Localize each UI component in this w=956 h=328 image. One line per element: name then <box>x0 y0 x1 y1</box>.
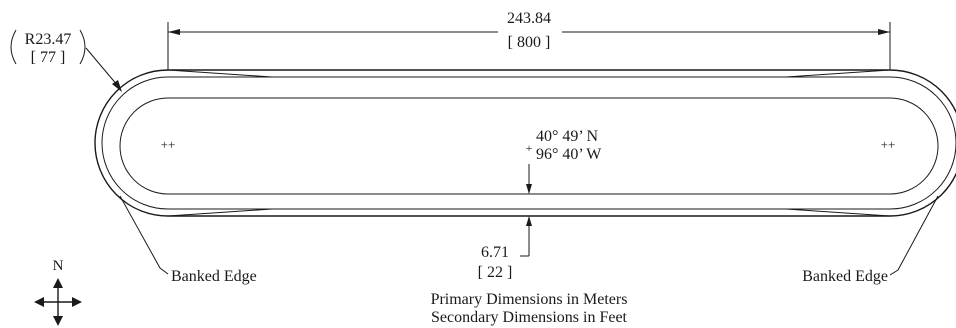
bank-width-arrowhead-top <box>526 184 532 194</box>
radius-feet: [ 77 ] <box>31 49 66 66</box>
length-arrowhead-left <box>168 29 180 35</box>
banked-edge-line-bottom-left <box>167 208 273 217</box>
length-feet: [ 800 ] <box>508 34 551 51</box>
longitude-text: 96° 40’ W <box>536 146 602 163</box>
inner-track-outline <box>119 97 939 195</box>
banked-edge-leader-right <box>889 195 939 276</box>
banked-edge-label-right: Banked Edge <box>802 268 888 285</box>
bank-width-feet: [ 22 ] <box>478 264 513 281</box>
center-mark-left: ++ <box>161 137 176 152</box>
radius-leader-line <box>85 47 119 87</box>
length-arrowhead-right <box>878 29 890 35</box>
radius-meters: R23.47 <box>25 31 72 48</box>
radius-leader-arrowhead <box>112 80 122 92</box>
center-mark-middle: + <box>526 141 533 155</box>
banked-edge-leader-left <box>119 195 169 275</box>
radius-bracket-left <box>10 29 17 65</box>
middle-track-outline <box>101 76 956 210</box>
bank-width-arrowhead-bottom <box>526 216 532 226</box>
banked-edge-line-bottom-right <box>785 208 891 217</box>
latitude-text: 40° 49’ N <box>536 128 599 145</box>
center-mark-right: ++ <box>881 137 896 152</box>
banked-edge-line-top-left <box>167 69 273 78</box>
note-primary-dimensions: Primary Dimensions in Meters <box>431 291 628 308</box>
compass-north-label: N <box>53 258 64 274</box>
length-meters: 243.84 <box>507 10 551 27</box>
bank-width-meters: 6.71 <box>481 244 509 261</box>
note-secondary-dimensions: Secondary Dimensions in Feet <box>431 309 628 326</box>
banked-edge-line-top-right <box>785 69 891 78</box>
banked-edge-label-left: Banked Edge <box>171 268 257 285</box>
compass-arrows-icon <box>34 278 82 326</box>
radius-bracket-right <box>79 29 86 65</box>
